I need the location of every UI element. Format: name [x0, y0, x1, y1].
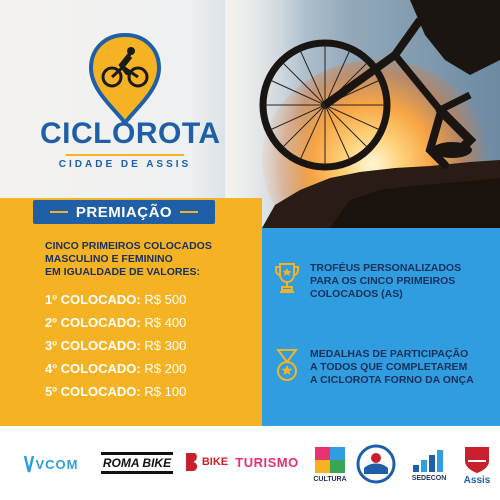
prize-intro: CINCO PRIMEIROS COLOCADOS MASCULINO E FE… [45, 240, 255, 279]
brand-divider [66, 154, 184, 156]
roma-bike-label: ROMA BIKE [100, 452, 174, 474]
leandro-mark-icon [185, 453, 197, 471]
brand-subtitle: CIDADE DE ASSIS [58, 159, 192, 170]
vcom-label: VCOM [35, 456, 79, 472]
leandro-bike-label: BIKE [201, 456, 229, 468]
prize-amount: R$ 400 [144, 315, 187, 330]
sedecon-mark-icon [413, 449, 443, 472]
feature-trophies: TROFÉUS PERSONALIZADOS PARA OS CINCO PRI… [274, 262, 494, 301]
cultura-logo: CULTURA [312, 440, 348, 488]
feature-line: A TODOS QUE COMPLETAREM [310, 361, 468, 373]
brand-title-part2: ROTA [135, 117, 221, 150]
feature-line: A CICLOROTA FORNO DA ONÇA [310, 374, 474, 386]
sponsor-footer: VCOM ROMA BIKE BIKE TURISMO CULTURA [0, 426, 500, 500]
sedecon-label: SEDECON [411, 474, 447, 482]
cultura-mark-icon [315, 446, 345, 473]
prize-position: 2º COLOCADO: [45, 315, 141, 330]
roma-bike-logo: ROMA BIKE [96, 452, 178, 474]
vcom-mark-icon [23, 455, 34, 473]
title-dash-right [180, 211, 199, 213]
prize-panel [0, 228, 262, 426]
seal-icon [356, 444, 396, 484]
intro-line: EM IGUALDADE DE VALORES: [45, 266, 200, 278]
section-title: PREMIAÇÃO [75, 203, 173, 221]
section-title-badge: PREMIAÇÃO [33, 200, 215, 224]
municipal-seal-logo [354, 440, 398, 488]
leandro-bike-logo: BIKE [181, 448, 231, 476]
prize-amount: R$ 500 [144, 292, 187, 307]
assis-label: Assis [463, 474, 491, 486]
intro-line: MASCULINO E FEMININO [45, 253, 173, 265]
prize-position: 4º COLOCADO: [45, 361, 141, 376]
prize-list: 1º COLOCADO: R$ 500 2º COLOCADO: R$ 400 … [45, 291, 260, 406]
bike-pin-logo-icon [88, 33, 162, 125]
prize-item: 5º COLOCADO: R$ 100 [45, 383, 260, 406]
trophy-icon [275, 263, 299, 293]
prize-amount: R$ 300 [144, 338, 187, 353]
feature-text: TROFÉUS PERSONALIZADOS PARA OS CINCO PRI… [310, 262, 461, 301]
intro-line: CINCO PRIMEIROS COLOCADOS [45, 240, 212, 252]
feature-line: COLOCADOS (AS) [310, 288, 403, 300]
feature-line: PARA OS CINCO PRIMEIROS [310, 275, 456, 287]
assis-logo: Assis [458, 438, 496, 490]
cyclist-silhouette [259, 0, 500, 228]
medal-icon [276, 349, 298, 381]
prize-item: 3º COLOCADO: R$ 300 [45, 337, 260, 360]
feature-medals: MEDALHAS DE PARTICIPAÇÃO A TODOS QUE COM… [274, 348, 494, 387]
prize-position: 5º COLOCADO: [45, 384, 141, 399]
prize-item: 1º COLOCADO: R$ 500 [45, 291, 260, 314]
ciclorota-brand: CICLOROTA CIDADE DE ASSIS [40, 117, 220, 171]
assis-crest-icon [465, 446, 489, 473]
title-dash-left [49, 211, 68, 213]
brand-title-part1: CICLO [40, 117, 136, 150]
sedecon-logo: SEDECON [404, 440, 454, 488]
hero-banner: CICLOROTA CIDADE DE ASSIS [0, 0, 500, 228]
prize-item: 4º COLOCADO: R$ 200 [45, 360, 260, 383]
turismo-logo: TURISMO [232, 450, 302, 474]
cultura-label: CULTURA [313, 475, 347, 483]
awards-panel [262, 228, 500, 426]
prize-position: 3º COLOCADO: [45, 338, 141, 353]
prize-position: 1º COLOCADO: [45, 292, 141, 307]
prize-item: 2º COLOCADO: R$ 400 [45, 314, 260, 337]
prize-amount: R$ 200 [144, 361, 187, 376]
vcom-logo: VCOM [8, 452, 92, 476]
turismo-label: TURISMO [235, 454, 299, 470]
brand-title: CICLOROTA [40, 117, 220, 150]
feature-line: TROFÉUS PERSONALIZADOS [310, 262, 462, 274]
feature-line: MEDALHAS DE PARTICIPAÇÃO [310, 348, 469, 360]
prize-amount: R$ 100 [144, 384, 187, 399]
feature-text: MEDALHAS DE PARTICIPAÇÃO A TODOS QUE COM… [310, 348, 474, 387]
